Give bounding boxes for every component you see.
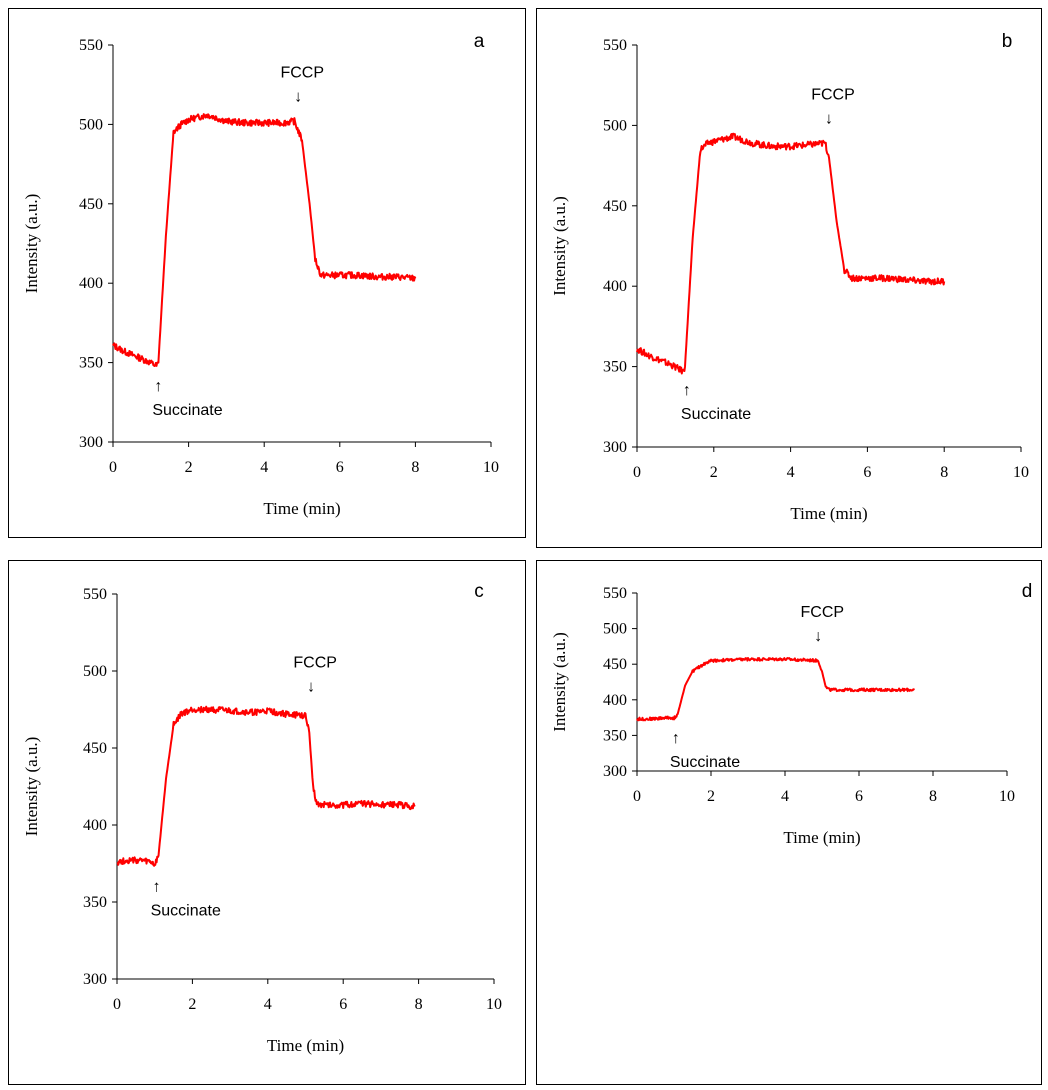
y-tick-label: 400 [83,817,107,834]
annotation-succinate: Succinate [670,754,740,771]
annotation-succinate: Succinate [151,903,221,920]
y-tick-label: 500 [603,621,627,638]
x-tick-label: 6 [855,788,863,805]
chart-svg: 300 350 400 450 500 550 0 2 4 6 8 10 Time (min) Inten… [22,31,499,518]
x-tick-label: 6 [339,996,347,1013]
y-axis-label: Intensity (a.u.) [550,196,569,296]
y-tick-label: 350 [603,727,627,744]
x-tick-label: 10 [999,788,1015,805]
x-tick-label: 8 [940,464,948,481]
x-tick-label: 10 [483,459,499,476]
x-axis-label: Time (min) [783,828,860,847]
annotation-fccp: FCCP [280,65,324,82]
annotation-fccp: FCCP [293,655,337,672]
x-axis-label: Time (min) [263,499,340,518]
panel-label: a [474,31,485,52]
x-tick-label: 10 [1013,464,1029,481]
panel-label: d [1022,581,1033,602]
y-tick-label: 400 [603,692,627,709]
y-tick-label: 500 [79,116,103,133]
annotation-succinate: Succinate [681,406,751,423]
x-tick-label: 4 [264,996,272,1013]
x-tick-label: 4 [787,464,795,481]
y-tick-label: 300 [79,434,103,451]
series-line [112,113,417,367]
annotation-succinate: Succinate [152,402,222,419]
x-tick-label: 6 [336,459,344,476]
x-axis-label: Time (min) [267,1036,344,1055]
annotation-arrow: ↓ [825,110,833,127]
x-tick-label: 0 [113,996,121,1013]
x-tick-label: 0 [633,464,641,481]
y-tick-label: 500 [603,117,627,134]
x-tick-label: 6 [863,464,871,481]
chart-panel-c: 300 350 400 450 500 550 0 2 4 6 8 10 Time (min) Inten… [8,560,526,1085]
y-tick-label: 300 [603,439,627,456]
y-axis-label: Intensity (a.u.) [550,632,569,732]
x-tick-label: 2 [707,788,715,805]
annotation-fccp: FCCP [811,86,855,103]
annotation-fccp: FCCP [801,604,845,621]
x-tick-label: 8 [929,788,937,805]
y-tick-label: 450 [603,656,627,673]
y-tick-label: 550 [603,585,627,602]
panel-label: c [474,581,484,602]
x-tick-label: 2 [710,464,718,481]
y-tick-label: 400 [603,278,627,295]
annotation-arrow: ↓ [307,679,315,696]
annotation-arrow: ↓ [814,628,822,645]
chart-svg: 300 350 400 450 500 550 0 2 4 6 8 10 Time (min) Inten… [22,581,502,1055]
panel-label: b [1002,31,1013,52]
x-axis-label: Time (min) [790,504,867,523]
y-tick-label: 450 [603,198,627,215]
x-tick-label: 0 [109,459,117,476]
chart-panel-d: 300 350 400 450 500 550 0 2 4 6 8 10 Time (min) Inten… [536,560,1042,1085]
x-tick-label: 4 [781,788,789,805]
y-tick-label: 450 [79,196,103,213]
series-line [636,132,946,375]
annotation-arrow: ↑ [154,378,162,395]
y-tick-label: 500 [83,663,107,680]
annotation-arrow: ↑ [683,382,691,399]
x-tick-label: 4 [260,459,268,476]
y-tick-label: 300 [83,971,107,988]
x-tick-label: 2 [185,459,193,476]
y-axis-label: Intensity (a.u.) [22,194,41,294]
chart-panel-a: 300 350 400 450 500 550 0 2 4 6 8 10 Time (min) Inten… [8,8,526,538]
x-tick-label: 0 [633,788,641,805]
y-tick-label: 550 [79,37,103,54]
y-axis-label: Intensity (a.u.) [22,737,41,837]
y-tick-label: 350 [79,355,103,372]
chart-svg: 300 350 400 450 500 550 0 2 4 6 8 10 Time (min) Inten… [550,31,1029,523]
series-line [636,657,916,722]
series-line [116,705,416,867]
y-tick-label: 400 [79,275,103,292]
x-tick-label: 8 [411,459,419,476]
y-tick-label: 350 [603,359,627,376]
x-tick-label: 10 [486,996,502,1013]
y-tick-label: 350 [83,894,107,911]
y-tick-label: 550 [603,37,627,54]
annotation-arrow: ↓ [294,89,302,106]
chart-panel-b: 300 350 400 450 500 550 0 2 4 6 8 10 Time (min) Inten… [536,8,1042,548]
y-tick-label: 450 [83,740,107,757]
annotation-arrow: ↑ [672,730,680,747]
x-tick-label: 8 [415,996,423,1013]
x-tick-label: 2 [188,996,196,1013]
y-tick-label: 550 [83,586,107,603]
chart-svg: 300 350 400 450 500 550 0 2 4 6 8 10 Time (min) Inten… [550,581,1033,847]
annotation-arrow: ↑ [153,879,161,896]
y-tick-label: 300 [603,763,627,780]
